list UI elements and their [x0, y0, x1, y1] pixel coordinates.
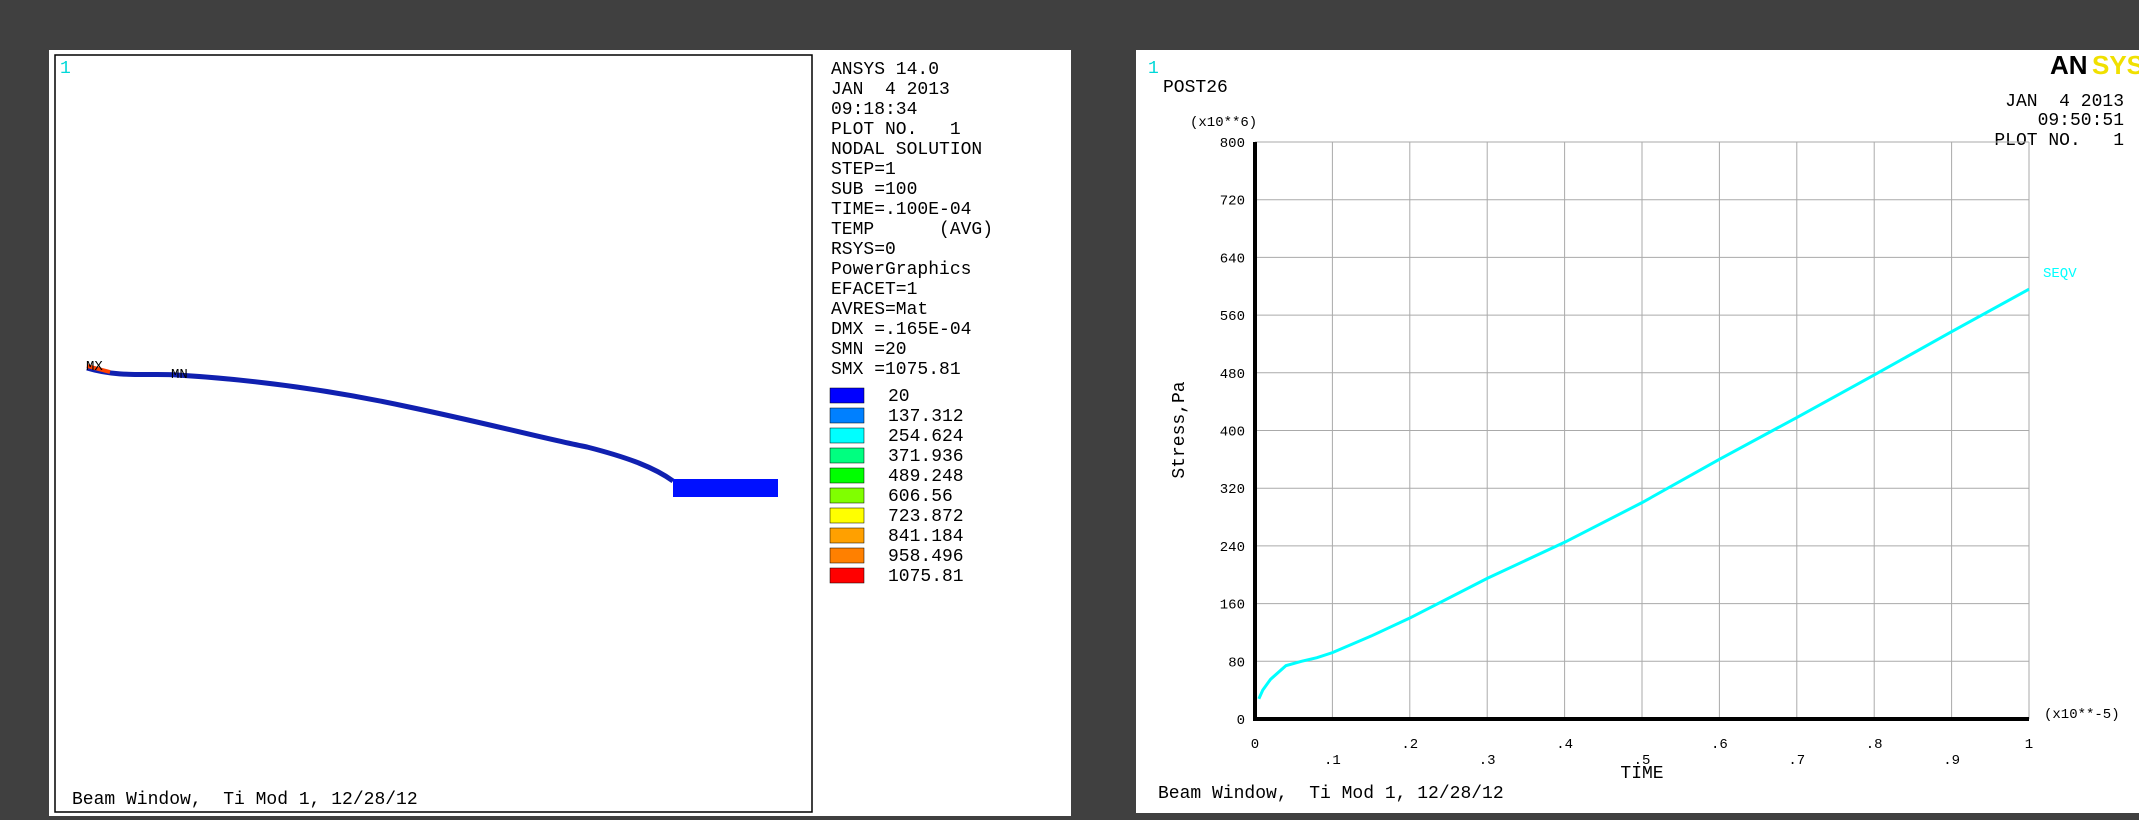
legend-swatch: [830, 568, 864, 583]
x-multiplier: (x10**-5): [2044, 707, 2120, 723]
info-line: AVRES=Mat: [831, 300, 928, 320]
logo-right: SYS: [2092, 50, 2139, 80]
y-tick-label: 160: [1220, 598, 1245, 614]
y-tick-label: 400: [1220, 425, 1245, 441]
y-tick-label: 800: [1220, 136, 1245, 152]
info-line: PLOT NO. 1: [831, 120, 961, 140]
screen: 1 MX MN Beam Window, Ti Mod 1, 12/28/12 …: [0, 0, 2139, 820]
right-window: [1136, 50, 2139, 813]
info-line: 09:18:34: [831, 100, 917, 120]
y-tick-label: 320: [1220, 482, 1245, 498]
info-line: NODAL SOLUTION: [831, 140, 982, 160]
legend-swatch: [830, 428, 864, 443]
x-tick-label: .7: [1788, 753, 1805, 769]
date: JAN 4 2013: [2005, 92, 2124, 112]
info-line: STEP=1: [831, 160, 896, 180]
y-tick-label: 480: [1220, 367, 1245, 383]
y-tick-label: 80: [1228, 655, 1245, 671]
y-tick-label: 240: [1220, 540, 1245, 556]
y-tick-label: 0: [1237, 713, 1245, 729]
footer: Beam Window, Ti Mod 1, 12/28/12: [1158, 784, 1504, 804]
legend-value: 489.248: [888, 467, 964, 487]
info-line: PowerGraphics: [831, 260, 971, 280]
info-line: DMX =.165E-04: [831, 320, 971, 340]
legend-swatch: [830, 548, 864, 563]
legend-swatch: [830, 468, 864, 483]
legend-value: 606.56: [888, 487, 953, 507]
x-tick-label: .6: [1711, 737, 1728, 753]
info-line: ANSYS 14.0: [831, 60, 939, 80]
x-tick-label: .2: [1401, 737, 1418, 753]
time: 09:50:51: [2038, 111, 2124, 131]
x-tick-label: .4: [1556, 737, 1573, 753]
legend-value: 137.312: [888, 407, 964, 427]
window-number: 1: [60, 59, 71, 79]
info-line: EFACET=1: [831, 280, 917, 300]
chart-title: POST26: [1163, 78, 1228, 98]
x-tick-label: .5: [1634, 753, 1651, 769]
x-tick-label: .1: [1324, 753, 1341, 769]
max-label: MX: [86, 359, 103, 375]
x-tick-label: 0: [1251, 737, 1259, 753]
legend-value: 20: [888, 387, 910, 407]
legend-swatch: [830, 488, 864, 503]
legend-value: 723.872: [888, 507, 964, 527]
legend-swatch: [830, 528, 864, 543]
legend-value: 371.936: [888, 447, 964, 467]
info-line: SUB =100: [831, 180, 917, 200]
beam-block: [673, 479, 778, 497]
y-axis-label: Stress,Pa: [1170, 381, 1190, 478]
x-tick-label: 1: [2025, 737, 2033, 753]
legend-value: 1075.81: [888, 567, 964, 587]
y-tick-label: 640: [1220, 251, 1245, 267]
legend-swatch: [830, 508, 864, 523]
legend-value: 254.624: [888, 427, 964, 447]
legend-value: 958.496: [888, 547, 964, 567]
info-line: TIME=.100E-04: [831, 200, 971, 220]
legend-swatch: [830, 408, 864, 423]
legend-swatch: [830, 448, 864, 463]
legend-label: SEQV: [2043, 266, 2077, 282]
footer: Beam Window, Ti Mod 1, 12/28/12: [72, 790, 418, 810]
legend-value: 841.184: [888, 527, 964, 547]
info-line: RSYS=0: [831, 240, 896, 260]
info-line: TEMP (AVG): [831, 220, 993, 240]
x-tick-label: .9: [1943, 753, 1960, 769]
logo-left: AN: [2050, 50, 2088, 80]
x-tick-label: .3: [1479, 753, 1496, 769]
legend-swatch: [830, 388, 864, 403]
y-tick-label: 560: [1220, 309, 1245, 325]
y-multiplier: (x10**6): [1190, 115, 1257, 131]
window-number: 1: [1148, 59, 1159, 79]
min-label: MN: [171, 367, 188, 383]
plot-number: PLOT NO. 1: [1994, 131, 2124, 151]
info-line: JAN 4 2013: [831, 80, 950, 100]
info-line: SMN =20: [831, 340, 907, 360]
y-tick-label: 720: [1220, 194, 1245, 210]
info-line: SMX =1075.81: [831, 360, 961, 380]
x-tick-label: .8: [1866, 737, 1883, 753]
